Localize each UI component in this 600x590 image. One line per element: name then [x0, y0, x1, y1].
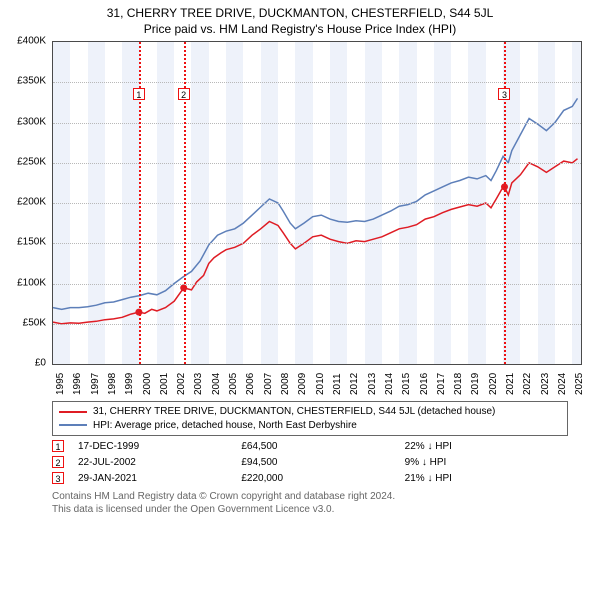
x-tick-label: 2011: [332, 374, 343, 396]
x-tick-label: 1999: [124, 373, 135, 395]
legend-swatch: [59, 411, 87, 413]
x-tick-label: 2003: [193, 373, 204, 395]
sale-price: £94,500: [241, 457, 404, 468]
legend: 31, CHERRY TREE DRIVE, DUCKMANTON, CHEST…: [52, 401, 568, 436]
gridline: [53, 243, 581, 244]
x-tick-label: 2024: [557, 373, 568, 395]
sale-row: 1 17-DEC-1999£64,50022% ↓ HPI: [52, 440, 568, 452]
x-tick-label: 2021: [505, 373, 516, 395]
page: 31, CHERRY TREE DRIVE, DUCKMANTON, CHEST…: [0, 0, 600, 590]
sale-price: £64,500: [241, 441, 404, 452]
y-tick-label: £400K: [17, 36, 46, 47]
gridline: [53, 324, 581, 325]
sale-date: 17-DEC-1999: [78, 441, 241, 452]
sale-row-marker: 3: [52, 472, 64, 484]
gridline: [53, 203, 581, 204]
legend-swatch: [59, 424, 87, 426]
gridline: [53, 284, 581, 285]
y-tick-label: £350K: [17, 76, 46, 87]
x-tick-label: 2004: [211, 373, 222, 395]
sale-delta: 22% ↓ HPI: [405, 441, 568, 452]
series-line: [53, 159, 578, 324]
x-tick-label: 2014: [384, 373, 395, 395]
sale-delta: 9% ↓ HPI: [405, 457, 568, 468]
footer-line: This data is licensed under the Open Gov…: [52, 503, 568, 516]
sale-marker: 2: [178, 88, 190, 100]
chart: £0£50K£100K£150K£200K£250K£300K£350K£400…: [18, 41, 582, 399]
legend-item-property: 31, CHERRY TREE DRIVE, DUCKMANTON, CHEST…: [59, 405, 561, 419]
x-tick-label: 2019: [470, 373, 481, 395]
x-tick-label: 2006: [245, 373, 256, 395]
x-tick-label: 1996: [72, 373, 83, 395]
title-address: 31, CHERRY TREE DRIVE, DUCKMANTON, CHEST…: [0, 6, 600, 22]
y-tick-label: £300K: [17, 116, 46, 127]
gridline: [53, 163, 581, 164]
sale-row-marker: 1: [52, 440, 64, 452]
x-tick-label: 2012: [349, 373, 360, 395]
x-tick-label: 2001: [159, 373, 170, 395]
sale-row: 2 22-JUL-2002£94,5009% ↓ HPI: [52, 456, 568, 468]
sale-row-marker: 2: [52, 456, 64, 468]
x-tick-label: 2022: [522, 373, 533, 395]
x-tick-label: 2007: [263, 373, 274, 395]
sale-date: 22-JUL-2002: [78, 457, 241, 468]
x-tick-label: 2008: [280, 373, 291, 395]
x-tick-label: 1997: [90, 373, 101, 395]
gridline: [53, 123, 581, 124]
titles: 31, CHERRY TREE DRIVE, DUCKMANTON, CHEST…: [0, 0, 600, 37]
x-tick-label: 2009: [297, 373, 308, 395]
x-tick-label: 2000: [142, 373, 153, 395]
sale-row: 3 29-JAN-2021£220,00021% ↓ HPI: [52, 472, 568, 484]
sale-date: 29-JAN-2021: [78, 473, 241, 484]
x-tick-label: 2002: [176, 373, 187, 395]
x-tick-label: 2010: [315, 373, 326, 395]
title-sub: Price paid vs. HM Land Registry's House …: [0, 22, 600, 38]
legend-label: 31, CHERRY TREE DRIVE, DUCKMANTON, CHEST…: [93, 405, 495, 419]
y-tick-label: £100K: [17, 277, 46, 288]
x-tick-label: 2005: [228, 373, 239, 395]
sale-delta: 21% ↓ HPI: [405, 473, 568, 484]
x-tick-label: 1998: [107, 373, 118, 395]
footer-line: Contains HM Land Registry data © Crown c…: [52, 490, 568, 503]
y-tick-label: £0: [35, 358, 46, 369]
y-tick-label: £200K: [17, 197, 46, 208]
y-tick-label: £150K: [17, 237, 46, 248]
x-tick-label: 2020: [488, 373, 499, 395]
plot-area: 1 2 3: [52, 41, 582, 365]
x-tick-label: 2025: [574, 373, 585, 395]
sale-marker: 3: [498, 88, 510, 100]
x-tick-label: 2018: [453, 373, 464, 395]
x-tick-label: 2017: [436, 373, 447, 395]
gridline: [53, 82, 581, 83]
y-tick-label: £250K: [17, 156, 46, 167]
x-axis: 1995 1996 1997 1998 1999 2000 2001 2002 2003 2004…: [52, 365, 582, 399]
sale-price: £220,000: [241, 473, 404, 484]
x-tick-label: 2023: [540, 373, 551, 395]
sales-table: 1 17-DEC-1999£64,50022% ↓ HPI 2 22-JUL-2002…: [52, 440, 568, 484]
footer: Contains HM Land Registry data © Crown c…: [52, 490, 568, 516]
x-tick-label: 2013: [367, 373, 378, 395]
legend-label: HPI: Average price, detached house, Nort…: [93, 419, 357, 433]
y-tick-label: £50K: [23, 317, 46, 328]
x-tick-label: 2016: [419, 373, 430, 395]
x-tick-label: 2015: [401, 373, 412, 395]
sale-marker: 1: [133, 88, 145, 100]
x-tick-label: 1995: [55, 373, 66, 395]
legend-item-hpi: HPI: Average price, detached house, Nort…: [59, 419, 561, 433]
